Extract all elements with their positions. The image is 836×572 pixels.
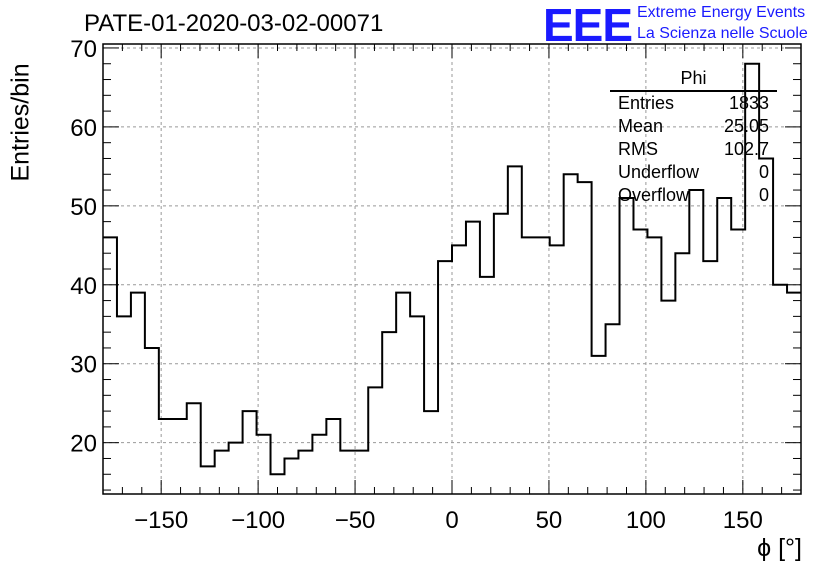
logo-line-1: Extreme Energy Events — [637, 4, 806, 21]
stats-label: Underflow — [618, 162, 700, 182]
stats-row-rms: RMS 102.7 — [610, 138, 777, 161]
stats-value: 25.05 — [723, 116, 769, 136]
x-tick-label: −50 — [335, 507, 376, 534]
y-tick-label: 40 — [70, 273, 97, 300]
stats-row-underflow: Underflow 0 — [610, 161, 777, 184]
stats-label: Mean — [618, 116, 664, 136]
logo-line-2: La Scienza nelle Scuole — [637, 25, 808, 42]
x-axis-label: ϕ [°] — [757, 534, 802, 562]
stats-label: Entries — [618, 93, 675, 113]
stats-box-title: Phi — [610, 68, 777, 92]
stats-value: 0 — [758, 162, 769, 182]
stats-row-entries: Entries 1833 — [610, 92, 777, 115]
y-tick-label: 60 — [70, 115, 97, 142]
histogram-line — [103, 62, 801, 476]
stats-label: Overflow — [618, 185, 690, 205]
y-axis-label: Entries/bin — [6, 63, 35, 182]
plot-title: PATE-01-2020-03-02-00071 — [84, 10, 384, 37]
stats-value: 102.7 — [723, 139, 769, 159]
y-tick-label: 70 — [70, 36, 97, 63]
y-tick-label: 30 — [70, 352, 97, 379]
x-tick-label: 150 — [723, 507, 763, 534]
x-tick-label: 50 — [536, 507, 563, 534]
grid-lines — [103, 44, 801, 494]
stats-value: 0 — [758, 185, 769, 205]
stats-row-overflow: Overflow 0 — [610, 184, 777, 207]
y-tick-label: 50 — [70, 194, 97, 221]
x-tick-label: 100 — [626, 507, 666, 534]
eee-logo: EEE — [543, 0, 633, 51]
y-tick-label: 20 — [70, 431, 97, 458]
stats-label: RMS — [618, 139, 658, 159]
tick-labels: −150 −100 −50 0 50 100 150 20 30 40 50 60 70 — [70, 36, 763, 534]
stats-row-mean: Mean 25.05 — [610, 115, 777, 138]
x-tick-label: −150 — [134, 507, 188, 534]
stats-value: 1833 — [728, 93, 769, 113]
x-tick-label: 0 — [445, 507, 458, 534]
x-tick-label: −100 — [231, 507, 285, 534]
stats-box: Phi Entries 1833 Mean 25.05 RMS 102.7 Underflo… — [610, 68, 777, 207]
plot-frame — [102, 43, 802, 495]
